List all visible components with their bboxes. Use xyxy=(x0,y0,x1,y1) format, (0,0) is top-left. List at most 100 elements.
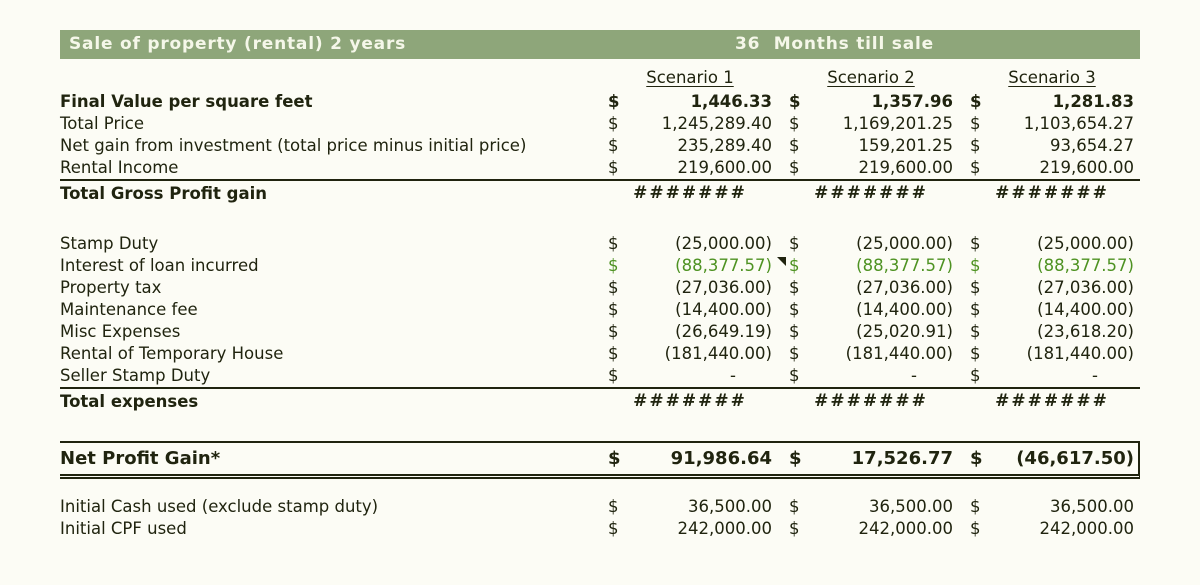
row-label[interactable]: Seller Stamp Duty xyxy=(60,366,211,385)
table-row: Net gain from investment (total price mi… xyxy=(60,135,1140,157)
sheet-title-cell[interactable]: Sale of property (rental) 2 years xyxy=(69,34,407,54)
currency-symbol: $ xyxy=(608,300,619,319)
cell-value[interactable]: 219,600.00 xyxy=(858,158,953,177)
row-label[interactable]: Net gain from investment (total price mi… xyxy=(60,136,527,155)
cell-value[interactable]: 93,654.27 xyxy=(1050,136,1134,155)
cell-value[interactable]: (46,617.50) xyxy=(1016,448,1134,469)
cell-value[interactable]: 17,526.77 xyxy=(851,448,953,469)
cell-value[interactable]: 91,986.64 xyxy=(670,448,772,469)
cell-value[interactable]: (88,377.57) xyxy=(856,256,953,275)
cell-value[interactable]: (14,400.00) xyxy=(856,300,953,319)
row-label[interactable]: Net Profit Gain* xyxy=(60,448,221,469)
cell-value[interactable]: (25,000.00) xyxy=(856,234,953,253)
currency-symbol: $ xyxy=(970,322,981,341)
table-row: Interest of loan incurred $ (88,377.57) $ (8… xyxy=(60,255,1140,277)
currency-symbol: $ xyxy=(608,366,619,385)
cell-value[interactable]: (27,036.00) xyxy=(1037,278,1134,297)
cell-value[interactable]: (25,000.00) xyxy=(1037,234,1134,253)
row-label[interactable]: Misc Expenses xyxy=(60,322,181,341)
table-row: Stamp Duty $ (25,000.00) $ (25,000.00) $ (25,0… xyxy=(60,233,1140,255)
cell-value[interactable]: (181,440.00) xyxy=(1026,344,1134,363)
currency-symbol: $ xyxy=(970,136,981,155)
overflow-cell[interactable]: ####### xyxy=(633,183,747,203)
row-label[interactable]: Final Value per square feet xyxy=(60,92,313,111)
cell-value[interactable]: (23,618.20) xyxy=(1037,322,1134,341)
overflow-cell[interactable]: ####### xyxy=(633,391,747,411)
cell-value[interactable]: (26,649.19) xyxy=(675,322,772,341)
cell-value[interactable]: 235,289.40 xyxy=(677,136,772,155)
currency-symbol: $ xyxy=(970,300,981,319)
cell-value[interactable]: 219,600.00 xyxy=(1039,158,1134,177)
currency-symbol: $ xyxy=(789,278,800,297)
column-header-scenario-2[interactable]: Scenario 2 xyxy=(827,68,915,87)
row-label[interactable]: Property tax xyxy=(60,278,162,297)
currency-symbol: $ xyxy=(789,136,800,155)
cell-value[interactable]: (88,377.57) xyxy=(630,255,786,277)
row-label[interactable]: Total expenses xyxy=(60,392,199,411)
row-label[interactable]: Total Gross Profit gain xyxy=(60,184,267,203)
table-row: Rental of Temporary House $ (181,440.00) $ (… xyxy=(60,343,1140,365)
cell-value[interactable]: (27,036.00) xyxy=(675,278,772,297)
column-header-scenario-3[interactable]: Scenario 3 xyxy=(1008,68,1096,87)
cell-value[interactable]: (25,020.91) xyxy=(856,322,953,341)
overflow-cell[interactable]: ####### xyxy=(814,391,928,411)
table-row: Seller Stamp Duty $ - $ - $ - xyxy=(60,365,1140,387)
cell-value[interactable]: 219,600.00 xyxy=(677,158,772,177)
column-header-scenario-1[interactable]: Scenario 1 xyxy=(646,68,734,87)
cell-value[interactable]: 1,446.33 xyxy=(690,92,772,111)
table-row: Total expenses ####### ####### ####### xyxy=(60,387,1140,414)
column-header-row: Scenario 1 Scenario 2 Scenario 3 xyxy=(60,65,1140,91)
cell-value[interactable]: - xyxy=(911,366,917,385)
cell-value[interactable]: 1,103,654.27 xyxy=(1023,114,1134,133)
currency-symbol: $ xyxy=(970,278,981,297)
cell-value[interactable]: 36,500.00 xyxy=(869,497,953,516)
currency-symbol: $ xyxy=(970,92,982,111)
cell-value[interactable]: 242,000.00 xyxy=(1039,519,1134,538)
cell-value[interactable]: 36,500.00 xyxy=(1050,497,1134,516)
cell-value[interactable]: 159,201.25 xyxy=(858,136,953,155)
currency-symbol: $ xyxy=(608,92,620,111)
currency-symbol: $ xyxy=(608,136,619,155)
currency-symbol: $ xyxy=(608,256,619,275)
row-label[interactable]: Stamp Duty xyxy=(60,234,159,253)
cell-value[interactable]: (88,377.57) xyxy=(1037,256,1134,275)
overflow-cell[interactable]: ####### xyxy=(995,183,1109,203)
cell-value[interactable]: (27,036.00) xyxy=(856,278,953,297)
row-label[interactable]: Total Price xyxy=(60,114,145,133)
currency-symbol: $ xyxy=(970,366,981,385)
cell-value[interactable]: (181,440.00) xyxy=(845,344,953,363)
table-row: Initial Cash used (exclude stamp duty) $3… xyxy=(60,496,1140,518)
row-label[interactable]: Maintenance fee xyxy=(60,300,198,319)
cell-value[interactable]: 36,500.00 xyxy=(688,497,772,516)
cell-value[interactable]: (14,400.00) xyxy=(675,300,772,319)
row-label[interactable]: Rental Income xyxy=(60,158,179,177)
row-label[interactable]: Interest of loan incurred xyxy=(60,256,259,275)
currency-symbol: $ xyxy=(608,344,619,363)
currency-symbol: $ xyxy=(608,448,621,469)
cell-value[interactable]: (181,440.00) xyxy=(664,344,772,363)
cell-value[interactable]: (25,000.00) xyxy=(675,234,772,253)
table-row: Misc Expenses $ (26,649.19) $ (25,020.91) $ (2… xyxy=(60,321,1140,343)
overflow-cell[interactable]: ####### xyxy=(814,183,928,203)
months-till-sale-cell[interactable]: 36 Months till sale xyxy=(735,34,934,54)
row-label[interactable]: Rental of Temporary House xyxy=(60,344,284,363)
table-row: Maintenance fee $ (14,400.00) $ (14,400.00) $… xyxy=(60,299,1140,321)
currency-symbol: $ xyxy=(789,234,800,253)
row-label[interactable]: Initial Cash used (exclude stamp duty) xyxy=(60,497,379,516)
cell-value[interactable]: - xyxy=(1092,366,1098,385)
cell-value[interactable]: 1,281.83 xyxy=(1052,92,1134,111)
overflow-cell[interactable]: ####### xyxy=(995,391,1109,411)
spreadsheet: Sale of property (rental) 2 years 36 Mon… xyxy=(60,30,1140,540)
cell-value[interactable]: - xyxy=(730,366,736,385)
table-row: Rental Income $219,600.00 $219,600.00 $219,… xyxy=(60,157,1140,179)
currency-symbol: $ xyxy=(970,234,981,253)
cell-value[interactable]: 1,357.96 xyxy=(871,92,953,111)
cell-value[interactable]: 1,169,201.25 xyxy=(842,114,953,133)
cell-value[interactable]: 242,000.00 xyxy=(677,519,772,538)
row-label[interactable]: Initial CPF used xyxy=(60,519,187,538)
comment-indicator-icon[interactable] xyxy=(777,257,786,266)
row-spacer xyxy=(60,414,1140,441)
cell-value[interactable]: 242,000.00 xyxy=(858,519,953,538)
cell-value[interactable]: 1,245,289.40 xyxy=(661,114,772,133)
cell-value[interactable]: (14,400.00) xyxy=(1037,300,1134,319)
